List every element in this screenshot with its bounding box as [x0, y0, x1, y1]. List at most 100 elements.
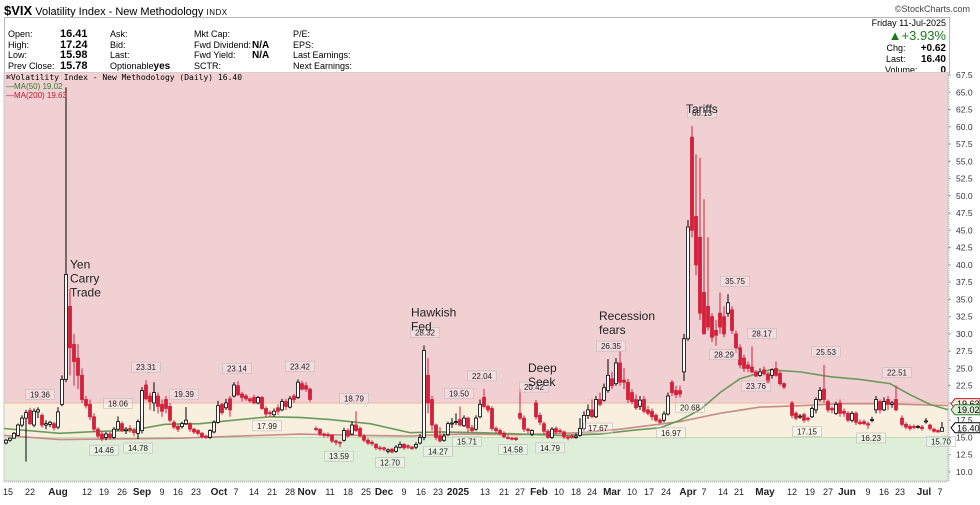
- x-tick-label: 25: [361, 487, 371, 497]
- y-tick-label: 27.5: [956, 346, 973, 356]
- svg-text:16.40: 16.40: [957, 423, 980, 433]
- x-tick-label: 18: [571, 487, 581, 497]
- high-value: 17.24: [60, 38, 88, 51]
- x-tick-label: Nov: [298, 487, 317, 498]
- price-label: 23.14: [227, 364, 248, 373]
- sctr-label: SCTR:: [194, 60, 221, 71]
- candles: [4, 87, 944, 462]
- last-price-value: 16.40: [920, 54, 946, 65]
- annotation: Tariffs: [686, 102, 718, 116]
- price-label: 23.31: [136, 363, 157, 372]
- y-tick-label: 25.0: [956, 363, 973, 373]
- price-label: 20.42: [524, 383, 545, 392]
- fwd-yield-label: Fwd Yield:: [194, 50, 236, 60]
- annotation: Carry: [70, 271, 99, 285]
- x-tick-label: 23: [433, 487, 443, 497]
- x-tick-label: 16: [879, 487, 889, 497]
- x-tick-label: 27: [823, 487, 833, 497]
- open-value: 16.41: [60, 28, 88, 40]
- x-tick-label: 15: [3, 487, 13, 497]
- x-tick-label: 10: [627, 487, 637, 497]
- price-label: 12.70: [380, 458, 401, 467]
- price-label: 15.71: [457, 438, 478, 447]
- fwd-yield-value: N/A: [252, 50, 270, 61]
- price-label: 14.46: [94, 446, 115, 455]
- x-tick-label: 22: [25, 487, 35, 497]
- legend-icon: ⌘: [6, 73, 11, 82]
- y-tick-label: 30.0: [956, 329, 973, 339]
- candlestick-chart[interactable]: 67.5 65.0 62.5 60.0 57.5 55.0 52.5 50.0 47.5 45.0…: [0, 70, 980, 500]
- price-label: 22.04: [472, 372, 493, 381]
- x-tick-label: 12: [82, 487, 92, 497]
- quote-summary: Friday 11-Jul-2025 ▲+3.93% Chg: +0.62 La…: [872, 18, 946, 76]
- price-label: 20.68: [680, 403, 701, 412]
- prev-close-value: 15.78: [60, 59, 88, 72]
- price-label: 19.36: [30, 390, 51, 399]
- price-label: 17.15: [797, 428, 818, 437]
- x-tick-label: Dec: [375, 487, 394, 498]
- x-tick-label: 14: [718, 487, 728, 497]
- x-tick-label: 27: [515, 487, 525, 497]
- ask-label: Ask:: [110, 29, 128, 39]
- annotation: fears: [599, 323, 626, 337]
- zone-high: [4, 72, 948, 403]
- x-tick-label: 9: [159, 487, 164, 497]
- fwd-dividend-label: Fwd Dividend:: [194, 39, 252, 50]
- x-tick-label: 13: [480, 487, 490, 497]
- last-earnings-label: Last Earnings:: [293, 50, 351, 60]
- y-tick-label: 52.5: [956, 174, 973, 184]
- x-tick-label: 16: [416, 487, 426, 497]
- prev-close-label: Prev Close:: [8, 60, 55, 71]
- x-tick-label: 7: [233, 487, 238, 497]
- x-tick-label: 21: [267, 487, 277, 497]
- x-tick-label: 7: [937, 487, 942, 497]
- svg-text:19.02: 19.02: [957, 405, 980, 415]
- next-earnings-label: Next Earnings:: [293, 60, 353, 71]
- price-label: 14.27: [428, 448, 449, 457]
- annotation: Fed: [411, 320, 432, 334]
- chg-value: +0.62: [920, 43, 946, 54]
- price-label: 14.78: [128, 444, 149, 453]
- x-tick-label: 21: [499, 487, 509, 497]
- annotation: Trade: [70, 285, 101, 299]
- price-label: 15.70: [931, 438, 952, 447]
- price-label: 18.06: [108, 399, 129, 408]
- price-label: 14.58: [503, 445, 524, 454]
- last-value-tag: [950, 404, 980, 416]
- y-tick-label: 10.0: [956, 467, 973, 477]
- price-label: 18.79: [344, 394, 365, 403]
- volume-label: Volume:: [884, 65, 918, 75]
- volume-value: 0: [940, 65, 946, 76]
- price-label: 25.53: [816, 348, 837, 357]
- y-tick-label: 65.0: [956, 87, 973, 97]
- x-tick-label: 21: [734, 487, 744, 497]
- x-tick-label: 19: [805, 487, 815, 497]
- fwd-dividend-value: N/A: [252, 39, 270, 51]
- ma50-line: [3, 369, 949, 437]
- y-tick-label: 42.5: [956, 243, 973, 253]
- ma200-line-icon: —: [6, 91, 14, 100]
- price-label: 19.39: [174, 390, 195, 399]
- last-label: Last:: [110, 50, 130, 60]
- x-tick-label: 24: [661, 487, 671, 497]
- x-tick-label: 11: [325, 487, 334, 497]
- last-value-tag: [950, 422, 980, 434]
- annotation: Yen: [70, 257, 90, 271]
- symbol: $VIX: [4, 3, 33, 18]
- y-tick-label: 37.5: [956, 277, 973, 287]
- price-label: 28.32: [415, 329, 436, 338]
- x-tick-label: 2025: [447, 487, 470, 498]
- change-percent: ▲+3.93%: [888, 28, 946, 43]
- last-price-label: Last:: [885, 54, 906, 64]
- copyright: ©StockCharts.com: [894, 4, 970, 14]
- chart-legend: ⌘Volatility Index - New Methodology (Dai…: [6, 73, 242, 100]
- x-tick-label: 17: [644, 487, 654, 497]
- x-tick-label: Jul: [917, 487, 932, 498]
- price-chart[interactable]: 67.5 65.0 62.5 60.0 57.5 55.0 52.5 50.0 47.5 45.0…: [0, 70, 980, 500]
- y-tick-label: 15.0: [956, 432, 973, 442]
- price-label: 28.29: [714, 351, 735, 360]
- x-tick-label: 9: [401, 487, 406, 497]
- price-label: 13.59: [329, 452, 350, 461]
- annotation: Deep: [528, 361, 557, 375]
- x-tick-label: Jun: [838, 487, 856, 498]
